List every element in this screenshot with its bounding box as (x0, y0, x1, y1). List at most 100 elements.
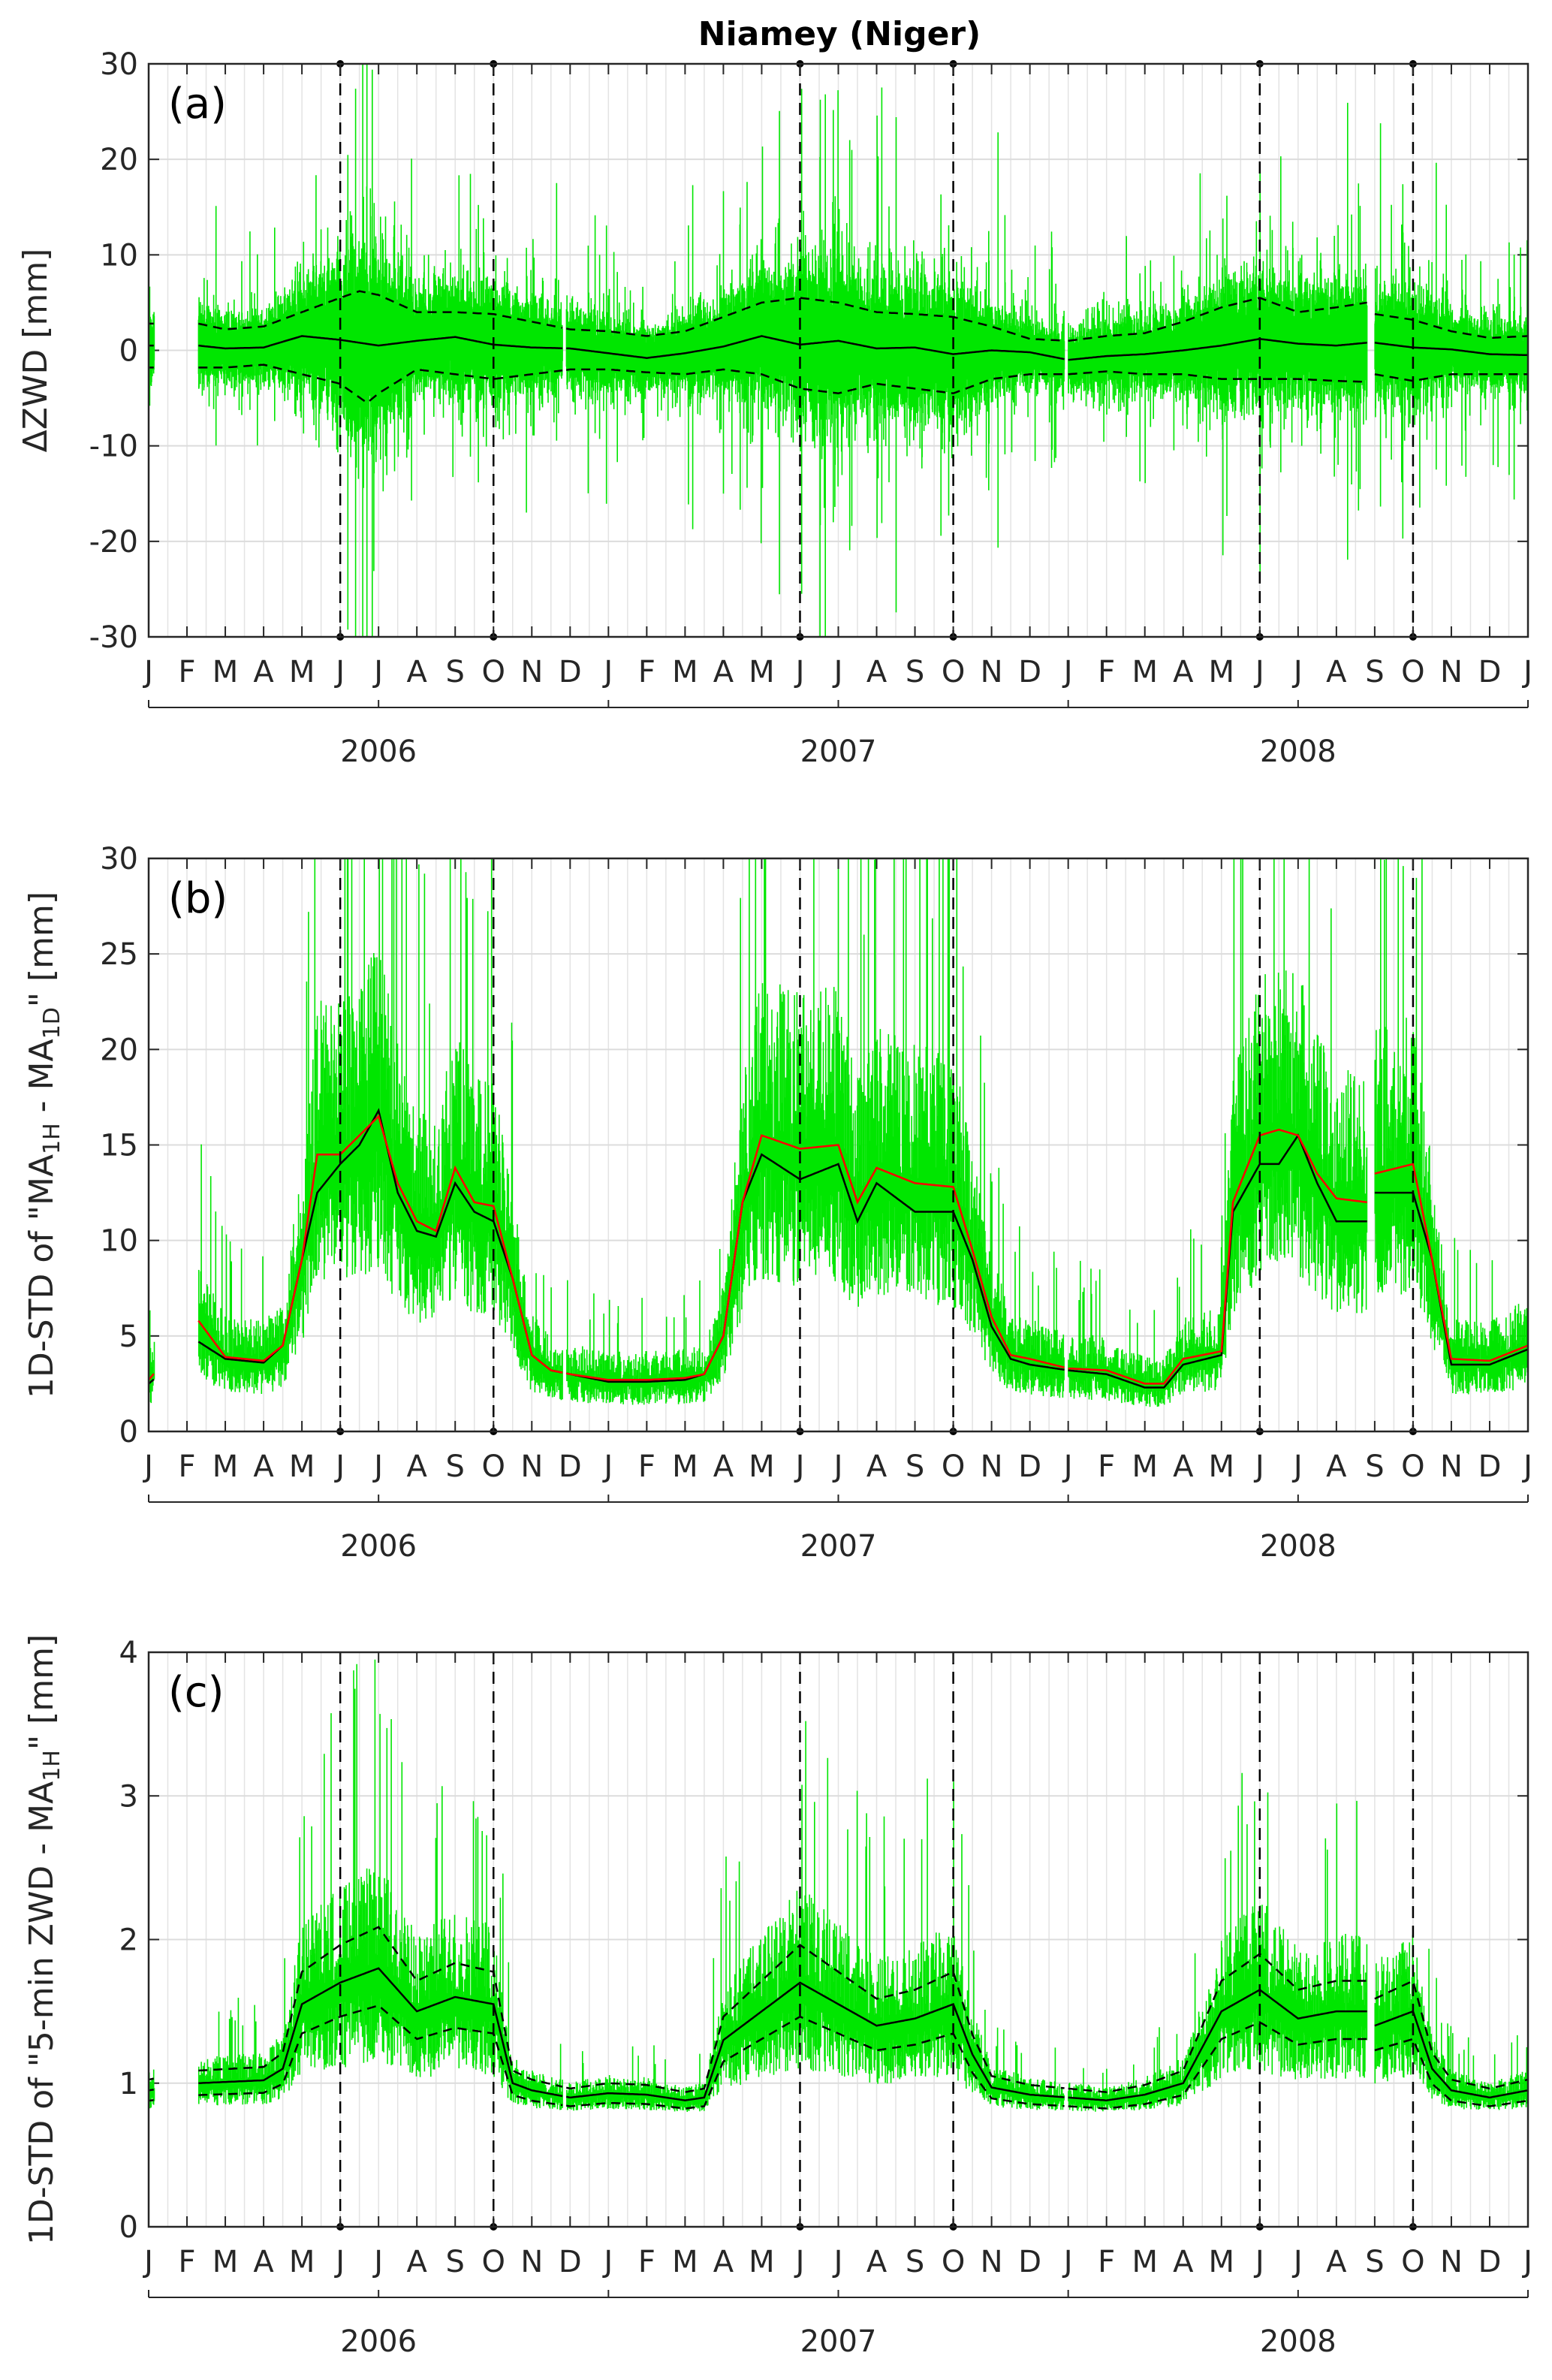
month-label: J (1062, 655, 1073, 689)
mean-line (149, 335, 1529, 361)
month-label: D (1018, 655, 1041, 689)
month-label: M (289, 655, 315, 689)
month-label: O (482, 655, 505, 689)
month-label: D (1018, 1449, 1041, 1484)
month-label: S (1365, 655, 1384, 689)
month-label: J (142, 655, 153, 689)
month-label: N (1440, 2245, 1463, 2279)
month-label: J (794, 655, 805, 689)
month-label: M (1209, 655, 1235, 689)
y-tick-label: 15 (100, 1129, 138, 1163)
month-label: F (179, 2245, 196, 2279)
panel-label: (b) (168, 874, 228, 923)
red-smoothed-line (148, 1114, 1529, 1385)
label-part: " [mm] (23, 891, 61, 1007)
year-label: 2008 (1260, 1529, 1337, 1564)
month-label: A (1173, 2245, 1194, 2279)
y-tick-label: 30 (100, 842, 138, 876)
y-tick-label: 1 (119, 2067, 138, 2101)
month-label: M (749, 1449, 775, 1484)
figure-title: Niamey (Niger) (698, 15, 981, 53)
y-tick-label: 30 (100, 47, 138, 82)
month-label: A (1173, 655, 1194, 689)
month-label: A (1326, 1449, 1347, 1484)
month-label: D (559, 2245, 582, 2279)
month-label: F (1098, 655, 1115, 689)
lower-quantile-line (148, 2004, 1529, 2110)
month-label: D (559, 655, 582, 689)
y-axis-label: 1D-STD of "MA1H - MA1D" [mm] (23, 891, 65, 1398)
month-label: J (832, 1449, 843, 1484)
month-label: M (1209, 2245, 1235, 2279)
month-label: M (1209, 1449, 1235, 1484)
y-tick-label: 2 (119, 1923, 138, 1958)
year-label: 2006 (340, 1529, 417, 1564)
month-label: O (482, 2245, 505, 2279)
month-label: N (520, 655, 543, 689)
month-label: M (212, 655, 239, 689)
month-label: J (1291, 1449, 1303, 1484)
month-label: S (1365, 1449, 1384, 1484)
year-label: 2007 (800, 2324, 877, 2359)
month-label: M (289, 1449, 315, 1484)
month-label: A (866, 1449, 888, 1484)
y-axis-label: ΔZWD [mm] (17, 249, 55, 453)
y-tick-label: 20 (100, 1033, 138, 1067)
subscript: 1H (39, 1750, 65, 1781)
month-label: M (672, 655, 698, 689)
month-label: M (672, 2245, 698, 2279)
month-label: J (372, 1449, 383, 1484)
month-label: J (832, 2245, 843, 2279)
month-label: J (1521, 655, 1532, 689)
month-label: A (407, 1449, 428, 1484)
lower-envelope-line (149, 363, 1528, 404)
month-label: S (1365, 2245, 1384, 2279)
month-label: A (1326, 2245, 1347, 2279)
month-label: M (212, 1449, 239, 1484)
year-label: 2006 (340, 2324, 417, 2359)
month-label: J (1521, 1449, 1532, 1484)
median-line (148, 1967, 1529, 2101)
year-label: 2007 (800, 1529, 877, 1564)
month-label: J (142, 1449, 153, 1484)
y-tick-label: 10 (100, 238, 138, 273)
month-label: A (1326, 655, 1347, 689)
y-tick-label: -30 (89, 620, 138, 655)
year-label: 2008 (1260, 735, 1337, 769)
month-label: D (1018, 2245, 1041, 2279)
month-label: J (372, 2245, 383, 2279)
y-tick-label: 25 (100, 937, 138, 972)
panel-label: (a) (168, 80, 227, 128)
month-label: O (942, 2245, 965, 2279)
year-label: 2008 (1260, 2324, 1337, 2359)
label-part: 1D-STD of "5-min ZWD - MA (23, 1781, 61, 2245)
label-part: - MA (23, 1039, 61, 1123)
month-label: M (749, 2245, 775, 2279)
month-label: A (407, 2245, 428, 2279)
month-label: J (333, 655, 345, 689)
y-tick-label: -20 (89, 525, 138, 560)
month-label: S (446, 655, 465, 689)
month-label: S (446, 1449, 465, 1484)
month-label: D (1478, 1449, 1502, 1484)
month-label: J (372, 655, 383, 689)
month-label: A (866, 2245, 888, 2279)
month-label: J (1253, 655, 1264, 689)
y-tick-label: 0 (119, 2210, 138, 2245)
month-label: M (672, 1449, 698, 1484)
y-tick-label: 4 (119, 1636, 138, 1670)
month-label: S (906, 2245, 924, 2279)
month-label: A (1173, 1449, 1194, 1484)
y-tick-label: 3 (119, 1779, 138, 1814)
subscript: 1D (39, 1007, 65, 1039)
y-tick-label: 20 (100, 143, 138, 177)
month-label: A (253, 1449, 274, 1484)
month-label: O (1401, 2245, 1424, 2279)
month-label: A (713, 2245, 734, 2279)
y-tick-label: 5 (119, 1320, 138, 1354)
month-label: F (638, 655, 655, 689)
y-axis-label: 1D-STD of "5-min ZWD - MA1H" [mm] (23, 1634, 65, 2245)
